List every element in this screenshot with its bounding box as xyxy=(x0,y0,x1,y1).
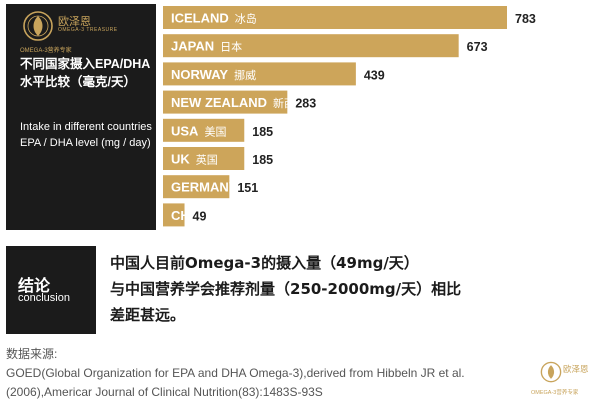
brand-logo-icon xyxy=(23,11,53,41)
brand-tagline-small: OMEGA-3营养专家 xyxy=(531,390,579,396)
bar-usa xyxy=(163,118,245,142)
source-label: 数据来源: xyxy=(6,347,58,361)
brand-name: 欧泽恩 xyxy=(58,15,91,28)
bar-value-label: 185 xyxy=(252,125,273,139)
brand-name-en: OMEGA-3 TREASURE xyxy=(58,27,118,33)
brand-tagline: OMEGA-3营养专家 xyxy=(20,48,72,54)
bar-china xyxy=(163,203,185,227)
conclusion-line: 中国人目前Omega-3的摄入量（49mg/天） xyxy=(110,254,419,272)
bar-uk xyxy=(163,147,245,170)
bar-value-label: 151 xyxy=(237,181,258,195)
bar-value-label: 185 xyxy=(252,153,273,167)
bar-category-label: ICELAND 冰岛 xyxy=(171,11,257,26)
brand-name-small: 欧泽恩 xyxy=(563,365,589,375)
conclusion-line: 与中国营养学会推荐剂量（250-2000mg/天）相比 xyxy=(110,280,462,298)
bar-iceland xyxy=(163,6,507,29)
chart-title: 不同国家摄入EPA/DHA水平比较（毫克/天） xyxy=(20,57,151,89)
conclusion-line: 差距甚远。 xyxy=(110,306,186,324)
bar-category-label: CHINA 中国 xyxy=(171,208,240,223)
bar-germany xyxy=(163,175,230,199)
chart-info-panel: 欧泽恩 OMEGA-3 TREASURE OMEGA-3营养专家 不同国家摄入E… xyxy=(6,4,156,230)
bar-new-zealand xyxy=(163,90,288,114)
bar-category-label: JAPAN 日本 xyxy=(171,39,242,54)
source-line: GOED(Global Organization for EPA and DHA… xyxy=(6,366,465,380)
bar-category-label: USA 美国 xyxy=(171,123,226,138)
bar-category-label: GERMANY 德国 xyxy=(171,180,265,195)
brand-logo-small-icon xyxy=(540,361,562,383)
chart-subtitle: Intake in different countries EPA / DHA … xyxy=(20,121,152,149)
bar-value-label: 673 xyxy=(467,40,488,54)
bar-value-label: 783 xyxy=(515,12,536,26)
conclusion-box: 结论 conclusion xyxy=(6,246,96,334)
conclusion-label: 结论 xyxy=(18,278,51,295)
bar-japan xyxy=(163,34,459,58)
bar-norway xyxy=(163,62,356,86)
conclusion-text: 中国人目前Omega-3的摄入量（49mg/天） 与中国营养学会推荐剂量（250… xyxy=(110,250,590,328)
bar-value-label: 439 xyxy=(364,68,385,82)
bar-value-label: 49 xyxy=(193,209,207,223)
bar-category-label: NEW ZEALAND 新西兰 xyxy=(171,95,306,110)
conclusion-label-en: conclusion xyxy=(18,292,70,304)
bar-chart: ICELAND 冰岛 783 JAPAN 日本 673 NORWAY 挪威 439 NEW ZEA… xyxy=(163,6,536,227)
source-line: (2006),Americar Journal of Clinical Nutr… xyxy=(6,385,323,399)
bar-category-label: NORWAY 挪威 xyxy=(171,67,256,82)
bar-category-label: UK 英国 xyxy=(171,152,218,167)
bar-value-label: 283 xyxy=(295,97,316,111)
